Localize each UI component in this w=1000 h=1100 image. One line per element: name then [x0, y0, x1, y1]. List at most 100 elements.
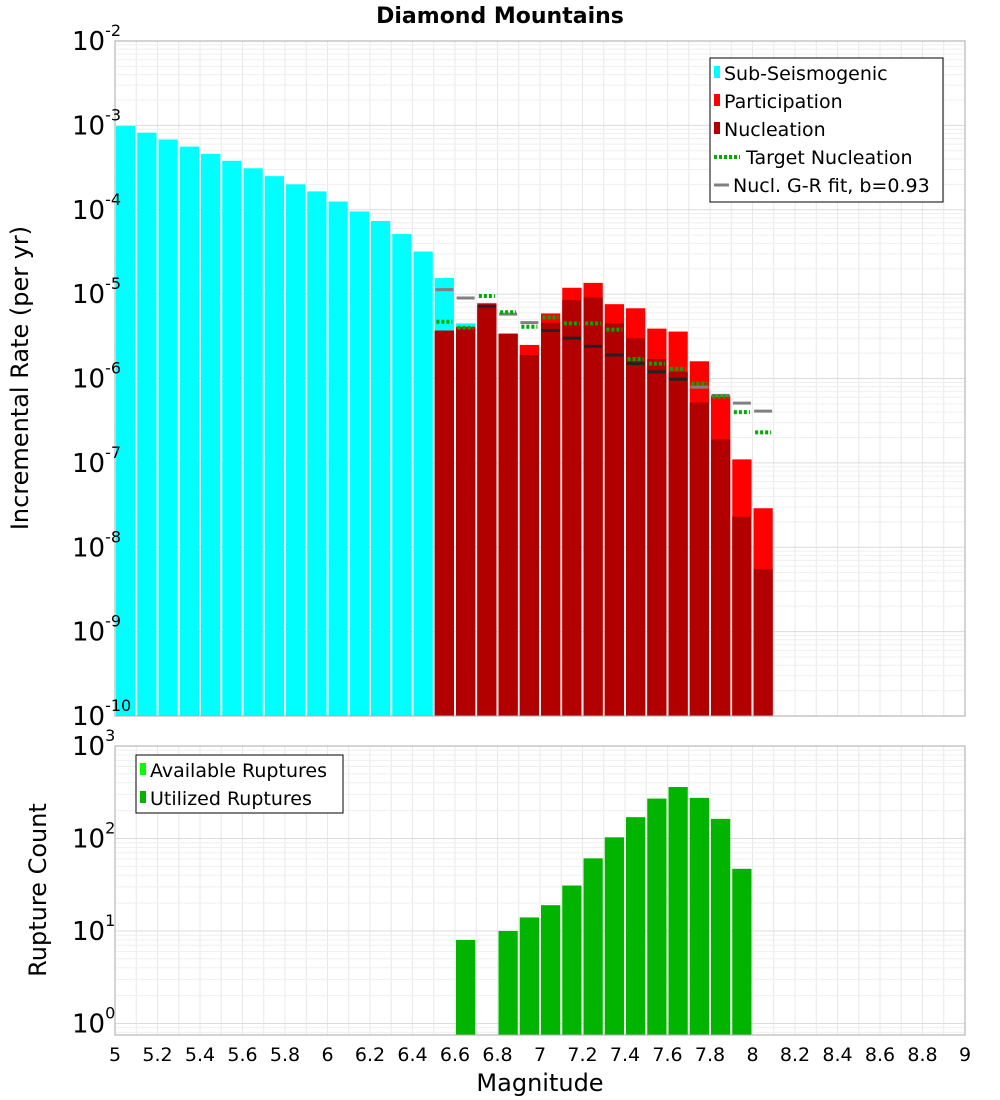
top-lines [435, 288, 773, 435]
sub-seismogenic-bar [349, 211, 369, 717]
utilized-ruptures-bar [647, 798, 667, 1035]
x-tick-label: 7.4 [610, 1044, 640, 1066]
bottom-y-tick-label: 102 [72, 818, 115, 854]
top-y-tick-label: 10-4 [72, 190, 121, 226]
sub-seismogenic-bar [328, 201, 348, 716]
bottom-y-tick-label: 101 [72, 911, 115, 947]
x-tick-labels: 5 5.2 5.4 5.6 5.8 6 6.2 6.4 6.6 6.8 7 7.2 7.4 7.6 7.8 8… [109, 1044, 971, 1066]
x-tick-label: 6.4 [397, 1044, 427, 1066]
nucleation-bar [711, 439, 731, 716]
nucleation-bar [732, 516, 752, 716]
top-legend: Sub-Seismogenic Participation Nucleation Ta… [709, 57, 944, 203]
nucleation-bar [541, 322, 561, 716]
utilized-ruptures-bar [689, 797, 709, 1035]
sub-seismogenic-bar [243, 168, 263, 716]
top-y-tick-label: 10-5 [72, 274, 121, 310]
x-tick-label: 6.2 [355, 1044, 385, 1066]
sub-seismogenic-bar [371, 221, 391, 716]
nucleation-bar [647, 359, 667, 716]
nucleation-bar [477, 305, 497, 716]
x-tick-label: 8.8 [907, 1044, 937, 1066]
nucleation-bar [626, 338, 646, 716]
top-y-tick-label: 10-7 [72, 443, 121, 479]
legend-label: Utilized Ruptures [150, 788, 312, 810]
top-y-tick-label: 10-2 [72, 21, 121, 57]
top-y-tick-label: 10-3 [72, 105, 121, 141]
sub-seismogenic-bar [179, 146, 199, 716]
sub-seismogenic-bar [392, 234, 412, 716]
sub-seismogenic-bar [307, 191, 327, 717]
x-tick-label: 8.6 [865, 1044, 895, 1066]
nucleation-bar [456, 328, 476, 716]
sub-seismogenic-bar [222, 160, 242, 717]
top-y-tick-label: 10-9 [72, 612, 121, 648]
nucleation-bar [519, 354, 539, 716]
nucleation-bar [753, 569, 773, 716]
x-tick-label: 6.6 [440, 1044, 470, 1066]
utilized-ruptures-bar [732, 868, 752, 1035]
legend-label: Target Nucleation [745, 147, 913, 169]
sub-seismogenic-bar [137, 132, 157, 716]
legend-label: Available Ruptures [150, 760, 327, 782]
bottom-bars [456, 787, 752, 1035]
sub-seismogenic-bar [201, 153, 221, 716]
sub-seismogenic-bar [158, 139, 178, 716]
top-plot-frame [114, 40, 966, 717]
top-legend-box [709, 57, 944, 203]
x-tick-label: 6 [321, 1044, 333, 1066]
incremental-rate-panel: 10-10 10-9 10-8 10-7 10-6 10-5 10-4 10-3 10-2 In… [6, 21, 966, 732]
chart-title: Diamond Mountains [376, 4, 624, 29]
x-tick-label: 5.6 [227, 1044, 257, 1066]
nucleation-bar [562, 300, 582, 716]
bottom-legend: Available Ruptures Utilized Ruptures [135, 754, 344, 814]
legend-swatch [714, 66, 720, 78]
sub-seismogenic-bar [286, 184, 306, 717]
nucleation-bar [498, 333, 518, 716]
x-tick-label: 5.2 [142, 1044, 172, 1066]
utilized-ruptures-bar [562, 885, 582, 1035]
top-y-tick-label: 10-10 [72, 696, 131, 732]
x-tick-label: 8.4 [822, 1044, 852, 1066]
top-bars [116, 126, 773, 717]
nucleation-bar [583, 297, 603, 716]
utilized-ruptures-bar [668, 787, 688, 1035]
legend-label: Participation [724, 91, 843, 113]
utilized-ruptures-bar [604, 837, 624, 1035]
x-tick-label: 5.4 [185, 1044, 215, 1066]
utilized-ruptures-bar [711, 818, 731, 1035]
x-tick-label: 5 [109, 1044, 121, 1066]
x-tick-label: 7.2 [567, 1044, 597, 1066]
top-y-tick-label: 10-6 [72, 359, 121, 395]
x-tick-label: 5.8 [270, 1044, 300, 1066]
bottom-y-axis-title: Rupture Count [24, 803, 52, 977]
x-tick-label: 9 [959, 1044, 971, 1066]
legend-label: Nucl. G-R fit, b=0.93 [733, 175, 930, 197]
legend-swatch [714, 122, 720, 134]
nucleation-bar [604, 323, 624, 716]
utilized-ruptures-bar [626, 817, 646, 1035]
sub-seismogenic-bar [116, 126, 136, 717]
x-tick-label: 7.8 [695, 1044, 725, 1066]
top-y-ticks: 10-10 10-9 10-8 10-7 10-6 10-5 10-4 10-3 10-2 [72, 21, 131, 732]
utilized-ruptures-bar [583, 858, 603, 1035]
nucleation-bar [434, 330, 454, 716]
utilized-ruptures-bar [541, 905, 561, 1035]
top-y-tick-label: 10-8 [72, 527, 121, 563]
utilized-ruptures-bar [456, 939, 476, 1035]
legend-swatch [140, 763, 146, 775]
bottom-plot-frame [114, 745, 966, 1036]
bottom-y-ticks: 100 101 102 103 [72, 726, 115, 1039]
top-y-axis-title: Incremental Rate (per yr) [6, 226, 34, 530]
legend-label: Nucleation [724, 119, 826, 141]
bottom-legend-box [135, 754, 344, 814]
nucleation-bar [689, 402, 709, 716]
bottom-y-tick-label: 103 [72, 726, 115, 762]
x-tick-label: 7 [534, 1044, 546, 1066]
bottom-y-tick-label: 100 [72, 1003, 115, 1039]
x-tick-label: 8 [746, 1044, 758, 1066]
legend-swatch [714, 94, 720, 106]
x-tick-label: 7.6 [652, 1044, 682, 1066]
rupture-count-panel: 100 101 102 103 5 5.2 5.4 5.6 5.8 6 6.2 6.4 6.6 6.8 7… [24, 726, 971, 1097]
utilized-ruptures-bar [498, 930, 518, 1035]
